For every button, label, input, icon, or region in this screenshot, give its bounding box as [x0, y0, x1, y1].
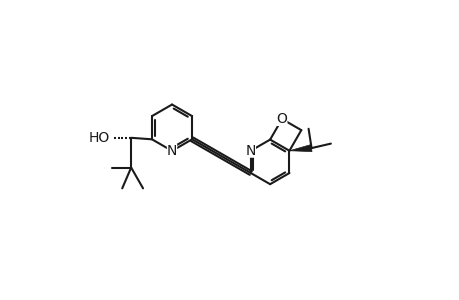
Text: N: N — [167, 144, 177, 158]
Text: HO: HO — [89, 131, 110, 145]
Polygon shape — [289, 145, 311, 152]
Text: N: N — [245, 144, 256, 158]
Text: O: O — [276, 112, 287, 126]
